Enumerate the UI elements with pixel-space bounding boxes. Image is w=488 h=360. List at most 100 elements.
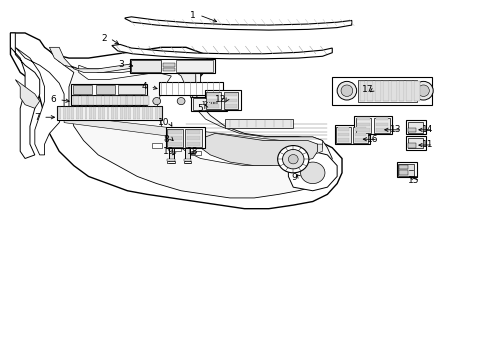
Text: 6: 6 <box>50 95 56 104</box>
Ellipse shape <box>288 154 298 164</box>
Text: 7: 7 <box>34 113 40 122</box>
Bar <box>356 123 369 126</box>
Bar <box>207 104 219 108</box>
Bar <box>96 85 115 94</box>
Bar <box>152 143 161 148</box>
Ellipse shape <box>201 98 209 105</box>
Bar <box>397 163 413 176</box>
Ellipse shape <box>336 81 356 100</box>
Bar <box>62 107 65 119</box>
Bar <box>183 161 191 163</box>
Bar <box>96 96 102 105</box>
Polygon shape <box>112 44 331 59</box>
Bar <box>127 96 133 105</box>
Bar <box>165 127 204 148</box>
Bar <box>373 118 389 133</box>
Bar <box>186 136 199 140</box>
Bar <box>142 107 144 119</box>
Bar <box>168 148 173 163</box>
Bar <box>337 133 348 136</box>
Ellipse shape <box>277 145 308 173</box>
Bar <box>67 107 70 119</box>
Bar <box>382 81 388 101</box>
Bar <box>88 96 94 105</box>
Text: 17: 17 <box>361 85 372 94</box>
Bar <box>89 107 92 119</box>
Bar <box>331 77 431 105</box>
Bar <box>407 122 423 133</box>
Polygon shape <box>10 33 40 158</box>
Bar <box>398 165 407 169</box>
Polygon shape <box>49 51 331 198</box>
Bar <box>186 141 199 145</box>
Bar <box>57 106 161 120</box>
Bar <box>398 81 404 101</box>
Bar <box>186 130 199 134</box>
Bar <box>374 81 380 101</box>
Ellipse shape <box>230 98 238 105</box>
Polygon shape <box>10 33 341 209</box>
Text: 14: 14 <box>421 125 432 134</box>
Bar <box>354 133 366 136</box>
Bar <box>171 147 181 151</box>
Text: 12:00: 12:00 <box>201 102 217 107</box>
Text: 19: 19 <box>163 147 174 156</box>
Bar <box>71 84 147 95</box>
Bar <box>115 107 118 119</box>
Bar <box>335 127 350 143</box>
Bar <box>73 96 79 105</box>
Polygon shape <box>288 151 336 191</box>
Bar <box>190 150 200 155</box>
Bar <box>106 107 109 119</box>
Bar <box>352 127 367 143</box>
Bar <box>166 129 183 147</box>
Bar <box>224 93 236 96</box>
Polygon shape <box>79 65 322 166</box>
Polygon shape <box>15 47 64 155</box>
Bar <box>168 141 181 145</box>
Bar <box>375 123 387 126</box>
Text: 12: 12 <box>215 95 226 104</box>
Bar <box>135 96 141 105</box>
Bar <box>84 107 87 119</box>
Bar <box>375 117 387 121</box>
Bar <box>159 82 222 95</box>
Bar <box>58 107 61 119</box>
Bar <box>71 95 147 105</box>
Ellipse shape <box>300 162 325 184</box>
Bar <box>359 81 365 101</box>
Ellipse shape <box>282 149 304 169</box>
Bar <box>406 121 425 134</box>
Bar <box>355 118 370 133</box>
Bar <box>184 148 189 163</box>
Bar <box>185 129 201 147</box>
Bar <box>133 107 136 119</box>
Bar <box>357 80 416 102</box>
Text: 3: 3 <box>119 60 124 69</box>
Bar <box>407 143 415 148</box>
Bar <box>375 129 387 132</box>
Bar <box>366 81 372 101</box>
Polygon shape <box>64 116 322 155</box>
Text: 15: 15 <box>407 176 419 185</box>
Bar <box>162 68 174 71</box>
Bar <box>183 159 191 161</box>
Bar <box>356 129 369 132</box>
Text: 13: 13 <box>389 125 401 134</box>
Polygon shape <box>49 47 195 101</box>
Bar <box>118 85 144 94</box>
Bar <box>207 99 219 102</box>
Bar <box>407 128 415 132</box>
Bar <box>190 97 227 111</box>
Bar <box>413 81 419 101</box>
Bar <box>124 107 127 119</box>
Bar <box>104 96 110 105</box>
Bar <box>353 116 391 134</box>
Text: 10: 10 <box>158 118 169 127</box>
Text: 16: 16 <box>366 135 377 144</box>
Bar <box>73 85 92 94</box>
Bar <box>398 170 407 175</box>
Ellipse shape <box>413 81 432 100</box>
Text: 18: 18 <box>186 147 198 156</box>
Bar <box>168 130 181 134</box>
